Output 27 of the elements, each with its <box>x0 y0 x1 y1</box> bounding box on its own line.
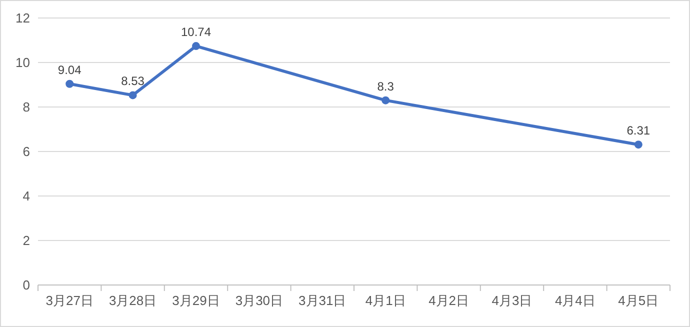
point <box>634 140 642 149</box>
y-tick-label: 8 <box>22 100 30 115</box>
y-tick-label: 12 <box>16 10 30 26</box>
point <box>66 80 74 88</box>
data-label: 10.74 <box>180 25 212 40</box>
x-tick-label: 4月3日 <box>492 293 532 308</box>
point <box>382 96 390 104</box>
x-tick-label: 4月2日 <box>428 293 470 308</box>
point <box>192 42 200 50</box>
y-tick-label: 0 <box>22 278 30 293</box>
point <box>128 91 137 100</box>
y-tick-label: 6 <box>22 144 30 160</box>
data-label: 9.04 <box>58 62 82 77</box>
x-tick-label: 3月27日 <box>46 293 94 308</box>
x-tick-label: 3月30日 <box>235 293 284 308</box>
x-tick-label: 4月5日 <box>618 293 659 308</box>
data-label: 8.53 <box>121 74 145 88</box>
y-tick-label: 4 <box>22 188 30 204</box>
x-tick-label: 3月31日 <box>298 293 346 308</box>
x-tick-label: 3月29日 <box>172 293 220 308</box>
x-tick-label: 3月28日 <box>108 293 157 308</box>
x-tick-label: 4月1日 <box>365 293 406 308</box>
y-tick-label: 10 <box>16 55 30 70</box>
x-tick-label: 4月4日 <box>554 293 596 308</box>
data-label: 8.3 <box>377 79 394 94</box>
y-tick-label: 2 <box>22 233 30 248</box>
data-label: 6.31 <box>626 124 650 138</box>
